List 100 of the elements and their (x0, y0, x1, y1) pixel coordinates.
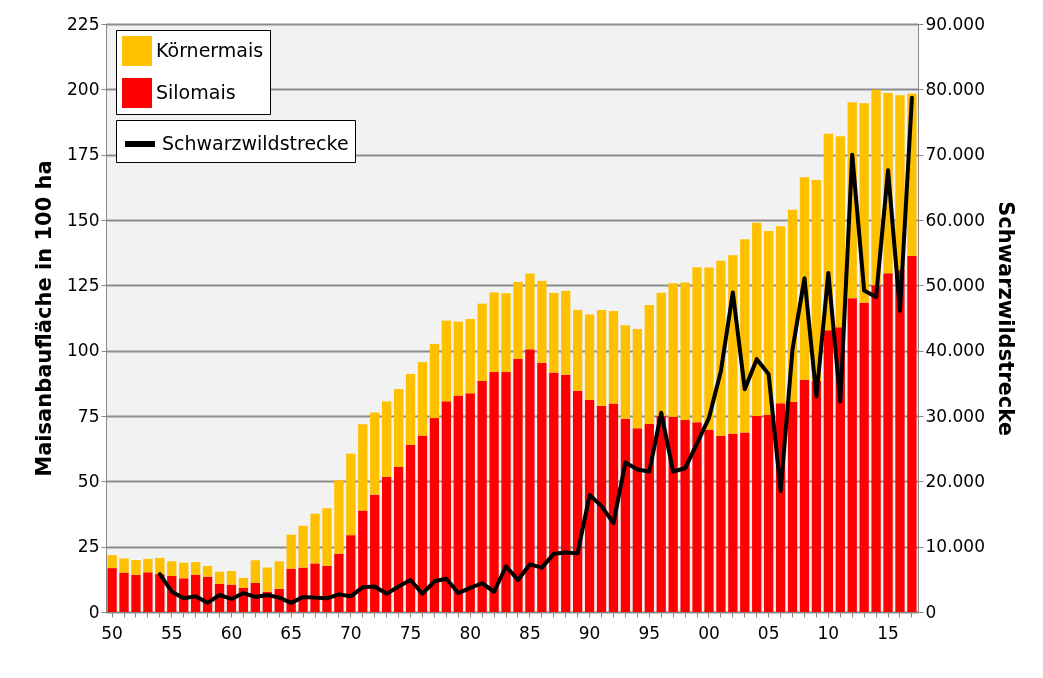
y2-tick-label: 70.000 (925, 144, 985, 165)
bar (513, 359, 523, 612)
y2-tick-label: 30.000 (925, 405, 985, 426)
bar (752, 416, 762, 612)
bar (382, 476, 392, 612)
y-tick-label: 225 (67, 13, 100, 34)
y2-tick-label: 0 (925, 601, 937, 622)
x-tick-label: 90 (578, 622, 601, 643)
y-tick-label: 150 (67, 209, 100, 230)
bar (405, 444, 416, 612)
bar (453, 321, 463, 396)
bar (489, 372, 499, 612)
bar (799, 379, 810, 612)
bar (704, 267, 714, 430)
x-tick-label: 95 (638, 622, 661, 643)
bar (596, 309, 607, 406)
x-tick-label: 00 (698, 622, 720, 643)
bar (859, 302, 869, 612)
bar (310, 563, 320, 612)
bar (775, 226, 786, 404)
bar (155, 557, 165, 575)
bar (632, 428, 642, 612)
bar (728, 433, 738, 612)
y2-tick-label: 10.000 (925, 536, 985, 557)
bar (656, 292, 666, 416)
bar (429, 343, 440, 419)
bar (835, 136, 845, 328)
bar (549, 372, 559, 612)
bar (573, 309, 583, 391)
bar (429, 418, 440, 612)
y2-tick-label: 90.000 (925, 13, 985, 34)
bar (584, 314, 595, 401)
bar (310, 513, 320, 564)
y-tick-label: 75 (77, 405, 100, 426)
bar (238, 578, 249, 588)
bar (740, 432, 750, 612)
bar (668, 416, 678, 612)
bar (895, 269, 905, 612)
bar (465, 393, 475, 612)
bar (214, 571, 225, 584)
bar (632, 328, 642, 429)
bar (549, 292, 559, 373)
x-tick-label: 60 (220, 622, 243, 643)
bar (107, 555, 117, 569)
bar (286, 534, 296, 569)
x-tick-label: 75 (399, 622, 422, 643)
y-tick-label: 0 (88, 601, 100, 622)
bar (668, 283, 678, 417)
bar (513, 281, 523, 360)
bar (393, 466, 404, 612)
bar (250, 560, 260, 583)
bar (907, 256, 917, 612)
y-tick-label: 125 (67, 274, 100, 295)
bar (680, 419, 690, 612)
bar (501, 293, 511, 373)
y-tick-label: 50 (77, 470, 100, 491)
bar (274, 561, 284, 589)
bar (417, 435, 428, 612)
bar (131, 574, 141, 612)
bar (620, 325, 631, 419)
bar (370, 412, 380, 495)
bar (191, 562, 201, 575)
y2-tick-label: 50.000 (925, 274, 985, 295)
bar (465, 319, 475, 394)
bar (107, 568, 117, 612)
bar (716, 435, 726, 612)
x-tick-label: 85 (519, 622, 541, 643)
bar (596, 405, 607, 612)
bar (847, 298, 857, 612)
y-axis-title: Maisanbaufläche in 100 ha (32, 160, 57, 477)
x-tick-label: 80 (459, 622, 482, 643)
bar (370, 494, 380, 612)
y-tick-label: 200 (67, 78, 100, 99)
y2-tick-label: 60.000 (925, 209, 985, 230)
bar (334, 480, 344, 554)
bar (704, 429, 714, 612)
x-tick-label: 10 (817, 622, 840, 643)
bar (202, 566, 213, 577)
y2-axis-title: Schwarzwildstrecke (993, 201, 1018, 436)
bar (811, 380, 822, 612)
bar (501, 372, 511, 612)
x-tick-label: 70 (340, 622, 362, 643)
legend-label: Körnermais (156, 39, 264, 61)
bar (405, 373, 416, 445)
y2-tick-label: 80.000 (925, 78, 985, 99)
bar (298, 525, 308, 568)
bar (477, 380, 487, 612)
bar (346, 453, 356, 536)
bar (334, 553, 344, 612)
bar (489, 292, 499, 373)
bar (561, 290, 571, 375)
bar (692, 267, 702, 423)
bar (226, 570, 237, 585)
bar (143, 572, 153, 612)
bar (620, 418, 631, 612)
bar (358, 510, 368, 612)
bar (871, 89, 881, 286)
bar (477, 303, 487, 381)
y2-tick-label: 40.000 (925, 340, 985, 361)
bar (573, 390, 583, 612)
